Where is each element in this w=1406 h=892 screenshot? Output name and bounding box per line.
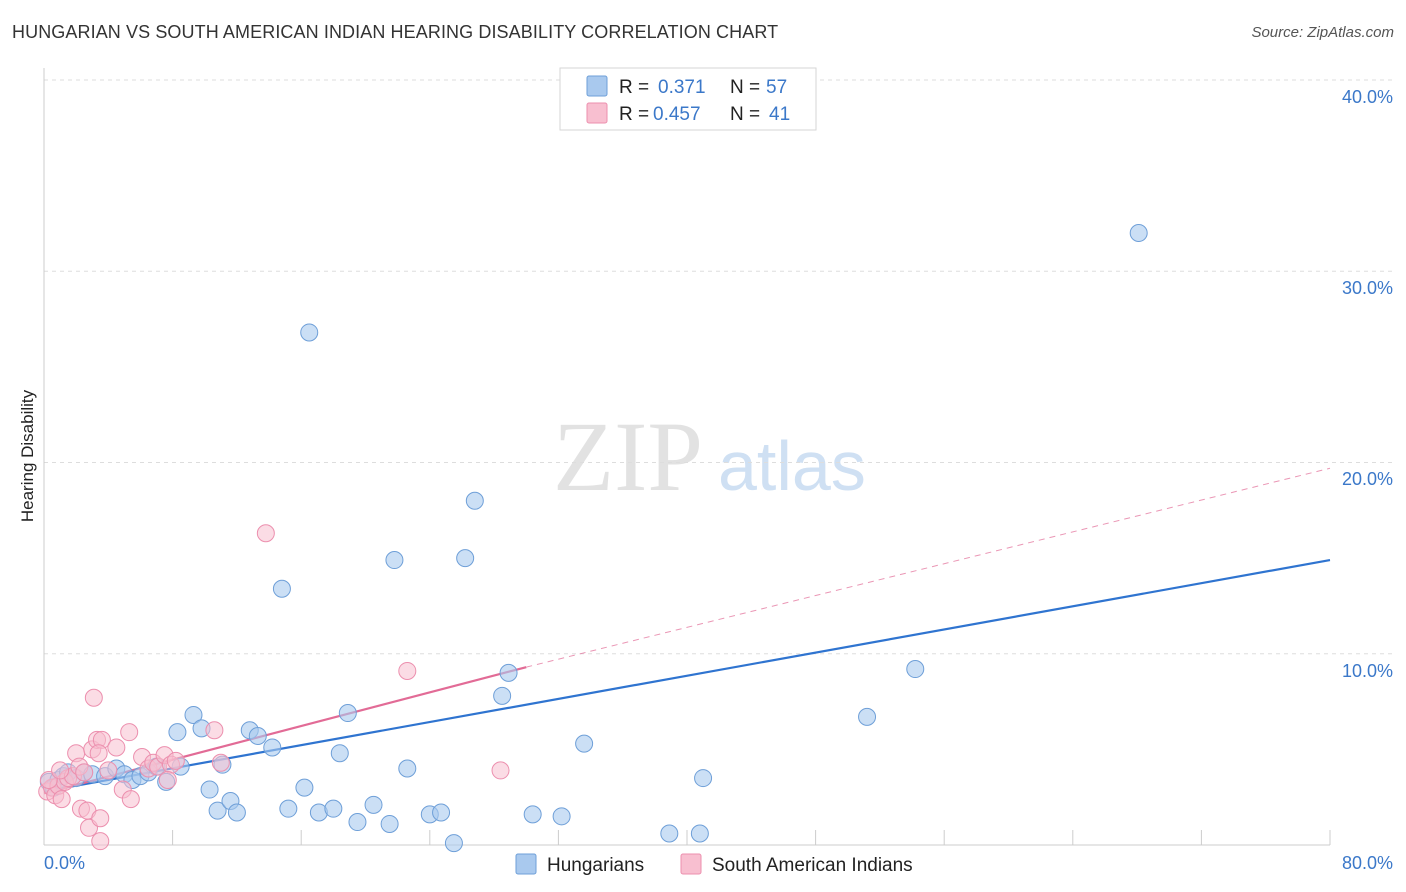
point-south-american-indians-38 (491, 761, 510, 780)
point-south-american-indians-32 (158, 770, 177, 789)
point-south-american-indians-24 (120, 723, 139, 742)
point-hungarians-55 (906, 660, 925, 679)
point-hungarians-46 (493, 686, 512, 705)
point-hungarians-43 (444, 834, 463, 853)
gridlines (44, 79, 1395, 655)
point-south-american-indians-21 (99, 761, 118, 780)
point-hungarians-51 (660, 824, 679, 843)
point-hungarians-52 (690, 824, 709, 843)
point-hungarians-36 (348, 813, 367, 832)
y-tick-label-30: 30.0% (1342, 278, 1393, 298)
x-tick-label-min: 0.0% (44, 853, 85, 873)
point-hungarians-29 (279, 799, 298, 818)
series-legend: Hungarians South American Indians (515, 853, 913, 876)
y-tick-label-20: 20.0% (1342, 469, 1393, 489)
point-hungarians-18 (184, 705, 203, 724)
point-hungarians-38 (380, 814, 399, 833)
point-south-american-indians-36 (256, 524, 275, 543)
point-hungarians-33 (324, 799, 343, 818)
point-hungarians-20 (200, 780, 219, 799)
point-hungarians-17 (168, 723, 187, 742)
watermark-atlas: atlas (718, 427, 866, 505)
point-south-american-indians-17 (91, 809, 110, 828)
legend-n-label-hungarians: N = (730, 77, 760, 98)
point-south-american-indians-22 (107, 738, 126, 757)
point-hungarians-37 (364, 795, 383, 814)
legend-swatch-south-american-indians (586, 102, 608, 124)
source-credit: Source: ZipAtlas.com (1251, 24, 1394, 41)
point-hungarians-53 (694, 769, 713, 788)
point-south-american-indians-19 (89, 744, 108, 763)
watermark-zip: ZIP (553, 401, 703, 512)
point-hungarians-56 (1129, 224, 1148, 242)
point-south-american-indians-25 (121, 790, 140, 809)
point-south-american-indians-35 (211, 753, 230, 772)
legend-r-label-hungarians: R = (619, 77, 649, 98)
point-hungarians-39 (385, 551, 404, 570)
point-south-american-indians-10 (75, 763, 94, 782)
chart-title: HUNGARIAN VS SOUTH AMERICAN INDIAN HEARI… (12, 22, 779, 42)
point-hungarians-34 (330, 744, 349, 763)
point-hungarians-31 (300, 323, 319, 342)
point-south-american-indians-16 (84, 688, 103, 707)
point-hungarians-26 (248, 726, 267, 745)
point-hungarians-49 (552, 807, 571, 826)
point-hungarians-24 (227, 803, 246, 822)
point-hungarians-21 (208, 801, 227, 820)
legend-n-label-sai: N = (730, 104, 760, 125)
y-tick-label-10: 10.0% (1342, 661, 1393, 681)
point-south-american-indians-40 (51, 761, 70, 780)
trend-line-south-american-indians-extension (526, 467, 1331, 668)
legend-swatch-hungarians (586, 75, 608, 97)
point-hungarians-50 (575, 734, 594, 753)
point-hungarians-28 (272, 579, 291, 598)
trend-line-hungarians (43, 558, 1331, 793)
data-points (38, 224, 1148, 853)
point-hungarians-27 (263, 738, 282, 757)
point-hungarians-48 (523, 805, 542, 824)
bottom-legend-swatch-south-american-indians (680, 853, 702, 875)
point-south-american-indians-34 (205, 721, 224, 740)
point-south-american-indians-37 (398, 661, 417, 680)
legend-r-value-sai: 0.457 (653, 104, 701, 125)
trend-lines (43, 467, 1331, 795)
point-hungarians-47 (499, 663, 518, 682)
y-axis-title: Hearing Disability (18, 389, 37, 522)
bottom-legend-swatch-hungarians (515, 853, 537, 875)
point-south-american-indians-33 (166, 751, 185, 770)
bottom-legend-label-hungarians: Hungarians (547, 855, 644, 876)
legend-n-value-hungarians: 57 (766, 77, 787, 98)
x-tick-label-max: 80.0% (1342, 853, 1393, 873)
y-tick-label-40: 40.0% (1342, 87, 1393, 107)
axes (43, 68, 1331, 846)
bottom-legend-label-south-american-indians: South American Indians (712, 855, 913, 876)
point-hungarians-44 (456, 549, 475, 568)
legend-n-value-sai: 41 (769, 104, 790, 125)
point-hungarians-54 (858, 707, 877, 726)
point-hungarians-30 (295, 778, 314, 797)
point-hungarians-35 (338, 704, 357, 723)
point-south-american-indians-4 (52, 790, 71, 809)
point-south-american-indians-20 (91, 832, 110, 851)
point-hungarians-45 (465, 491, 484, 510)
point-hungarians-40 (398, 759, 417, 778)
point-hungarians-42 (432, 803, 451, 822)
legend-r-label-sai: R = (619, 104, 649, 125)
legend-r-value-hungarians: 0.371 (658, 77, 706, 98)
stats-legend: R = 0.371 N = 57 R = 0.457 N = 41 (559, 67, 817, 131)
